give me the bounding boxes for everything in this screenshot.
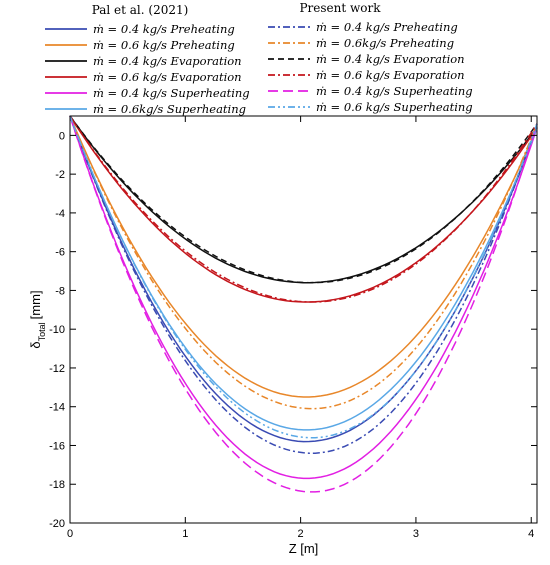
series-line-reference-0 [69, 115, 538, 443]
y-tick-label: -8 [55, 285, 65, 297]
y-axis-label: δTotal [mm] [28, 290, 47, 348]
legend-entry-reference: ṁ = 0.6 kg/s Preheating [93, 38, 235, 52]
y-tick-label: 0 [59, 130, 65, 142]
legend-entry-present: ṁ = 0.4 kg/s Preheating [316, 20, 458, 34]
series-line-present-8 [69, 115, 538, 284]
x-tick-label: 3 [413, 528, 419, 540]
y-tick-label: -4 [55, 208, 65, 220]
x-tick-label: 4 [528, 528, 534, 540]
y-tick-label: -2 [55, 169, 65, 181]
legend-entry-present: ṁ = 0.4 kg/s Evaporation [316, 52, 465, 66]
y-tick-label: -12 [49, 363, 65, 375]
legend-entry-present: ṁ = 0.4 kg/s Superheating [316, 84, 473, 98]
series-line-reference-4 [69, 115, 538, 480]
plot-frame [69, 115, 538, 524]
x-tick-label: 1 [182, 528, 188, 540]
series-line-present-7 [69, 115, 538, 410]
y-tick-label: -10 [49, 324, 65, 336]
series-line-reference-3 [69, 115, 538, 303]
x-tick-label: 0 [67, 528, 73, 540]
y-tick-label: -14 [49, 402, 65, 414]
y-tick-label: -20 [49, 518, 65, 530]
legend-entry-reference: ṁ = 0.6 kg/s Evaporation [93, 70, 242, 84]
y-axis-label-sub: Total [37, 322, 47, 341]
y-axis-label-main: δ [28, 341, 43, 348]
series-line-present-11 [69, 115, 538, 439]
y-tick-label: -16 [49, 440, 65, 452]
legend-title-reference: Pal et al. (2021) [92, 3, 189, 17]
series-line-present-10 [69, 115, 538, 493]
y-axis-label-unit: [mm] [28, 290, 43, 319]
series-line-reference-1 [69, 115, 538, 398]
legend-entry-reference: ṁ = 0.4 kg/s Evaporation [93, 54, 242, 68]
series-line-reference-5 [69, 115, 538, 431]
x-tick-label: 2 [298, 528, 304, 540]
y-tick-label: -6 [55, 247, 65, 259]
legend-entry-present: ṁ = 0.6kg/s Preheating [316, 36, 454, 50]
legend: Pal et al. (2021) Present work ṁ = 0.4 kg/… [45, 1, 473, 116]
legend-entry-reference: ṁ = 0.6kg/s Superheating [93, 102, 246, 116]
series-line-present-6 [69, 115, 538, 454]
axis-ticks: 0 1 2 3 4 0 -2 -4 -6 -8 -10 -12 -14 -16 -18 -20 [49, 116, 537, 540]
legend-entry-present: ṁ = 0.6 kg/s Evaporation [316, 68, 465, 82]
legend-entry-reference: ṁ = 0.4 kg/s Superheating [93, 86, 250, 100]
plot-lines [69, 115, 538, 493]
legend-title-present: Present work [299, 1, 381, 15]
legend-entry-reference: ṁ = 0.4 kg/s Preheating [93, 22, 235, 36]
y-tick-label: -18 [49, 479, 65, 491]
x-axis-label: Z [m] [289, 541, 319, 556]
legend-entry-present: ṁ = 0.6 kg/s Superheating [316, 100, 473, 114]
